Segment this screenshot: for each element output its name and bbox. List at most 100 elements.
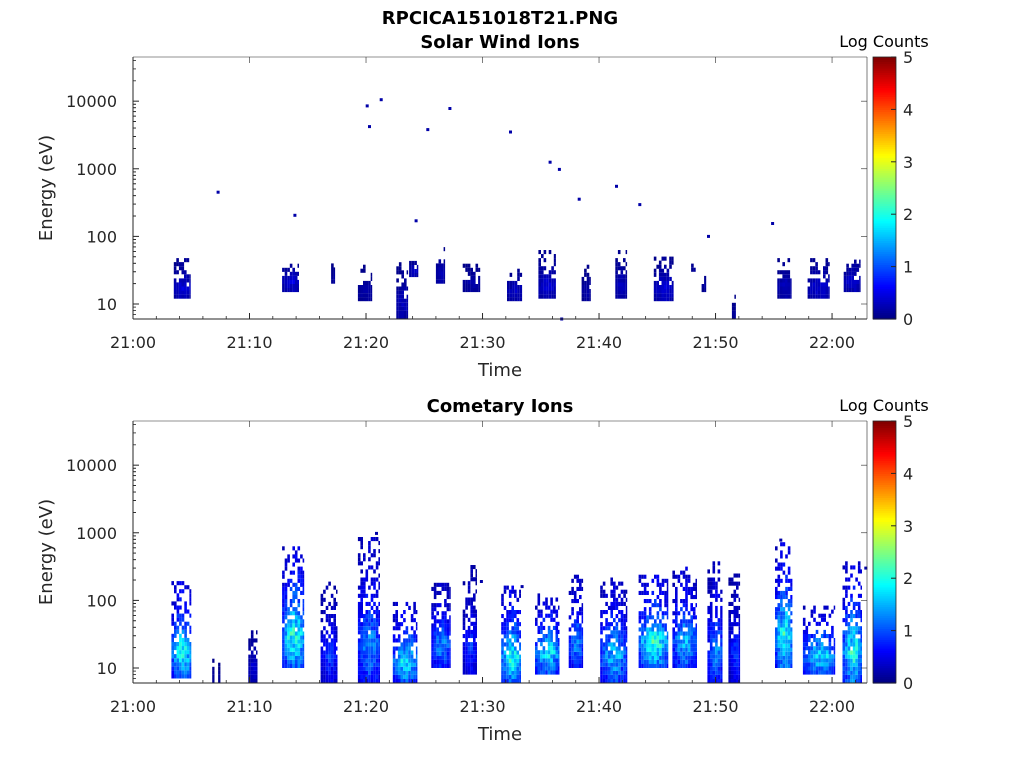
data-cell <box>333 634 336 639</box>
data-cell <box>184 633 187 638</box>
data-cell <box>579 582 582 587</box>
colorbar-band <box>873 240 896 244</box>
data-cell <box>709 618 713 623</box>
data-cell <box>709 642 713 647</box>
data-cell <box>728 658 731 663</box>
data-cell <box>555 634 559 639</box>
data-cell <box>659 631 662 636</box>
data-cell <box>720 614 723 619</box>
data-cell <box>537 601 541 606</box>
colorbar-band <box>873 665 896 669</box>
data-cell <box>171 613 174 618</box>
data-cell <box>654 663 657 668</box>
data-cell <box>777 278 780 283</box>
data-cell <box>176 662 180 667</box>
data-cell <box>780 631 783 636</box>
data-cell <box>370 626 374 631</box>
data-cell <box>823 617 826 622</box>
data-cell <box>848 288 852 293</box>
data-cell <box>736 605 739 610</box>
data-cell <box>473 279 476 284</box>
data-cell <box>810 670 814 675</box>
x-tick-label: 21:30 <box>459 697 505 716</box>
data-cell <box>780 647 783 652</box>
data-cell <box>734 294 736 299</box>
data-cell <box>181 625 185 630</box>
data-cell <box>738 642 741 647</box>
data-cell <box>707 569 710 574</box>
data-cell <box>218 666 221 671</box>
data-cell <box>682 603 686 608</box>
data-cell <box>444 599 447 604</box>
data-cell <box>780 607 783 612</box>
data-cell <box>782 615 786 620</box>
data-cell <box>855 642 858 647</box>
colorbar-band <box>873 159 896 163</box>
data-cell <box>605 650 608 655</box>
data-cell <box>782 290 785 295</box>
data-cell <box>475 654 477 659</box>
data-cell <box>397 650 401 655</box>
data-cell <box>449 659 451 664</box>
colorbar-band <box>873 503 896 507</box>
colorbar-tick-label: 1 <box>903 622 913 641</box>
data-cell <box>605 658 608 663</box>
data-cell <box>433 582 437 587</box>
data-cell <box>850 614 853 619</box>
data-cell <box>446 639 450 644</box>
data-cell <box>535 666 538 671</box>
data-cell <box>550 617 553 622</box>
data-cell <box>568 590 572 595</box>
data-cell <box>617 262 621 267</box>
data-cell <box>174 654 177 659</box>
data-cell <box>538 270 541 275</box>
data-cell <box>396 270 399 275</box>
data-cell <box>514 297 518 302</box>
data-cell <box>677 578 681 583</box>
colorbar-band <box>873 61 896 65</box>
colorbar-band <box>873 541 896 544</box>
data-cell <box>433 663 437 668</box>
colorbar-band <box>873 497 896 501</box>
data-cell <box>785 623 788 628</box>
data-cell <box>473 275 476 280</box>
data-cell <box>617 286 621 291</box>
data-cell <box>733 646 737 651</box>
data-cell <box>218 662 221 667</box>
colorbar-band <box>873 510 896 514</box>
data-cell <box>851 284 854 289</box>
data-cell <box>184 629 187 634</box>
data-cell <box>661 590 665 595</box>
data-cell <box>540 658 543 663</box>
data-cell <box>805 629 809 634</box>
colorbar-band <box>873 260 896 263</box>
data-cell <box>785 611 788 616</box>
data-cell <box>514 614 517 619</box>
data-cell <box>775 578 778 583</box>
data-cell <box>802 617 806 622</box>
data-cell <box>648 639 652 644</box>
colorbar-band <box>873 565 896 568</box>
data-cell <box>675 651 678 656</box>
data-cell <box>850 670 853 675</box>
data-cell <box>687 643 691 648</box>
data-cell <box>501 666 504 671</box>
data-cell <box>733 634 737 639</box>
data-cell <box>181 642 185 647</box>
data-cell <box>547 629 551 634</box>
data-cell <box>508 610 512 615</box>
data-cell <box>623 294 626 299</box>
data-cell <box>365 593 369 598</box>
data-cell <box>292 595 295 600</box>
data-cell <box>615 634 619 639</box>
data-cell <box>189 658 192 663</box>
data-cell <box>607 605 611 610</box>
data-cell <box>287 639 290 644</box>
data-cell <box>738 650 741 655</box>
data-cell <box>449 651 451 656</box>
data-cell <box>475 670 477 675</box>
data-cell <box>780 627 783 632</box>
colorbar-band <box>873 506 896 509</box>
colorbar-band <box>873 560 896 564</box>
data-cell <box>850 658 853 663</box>
